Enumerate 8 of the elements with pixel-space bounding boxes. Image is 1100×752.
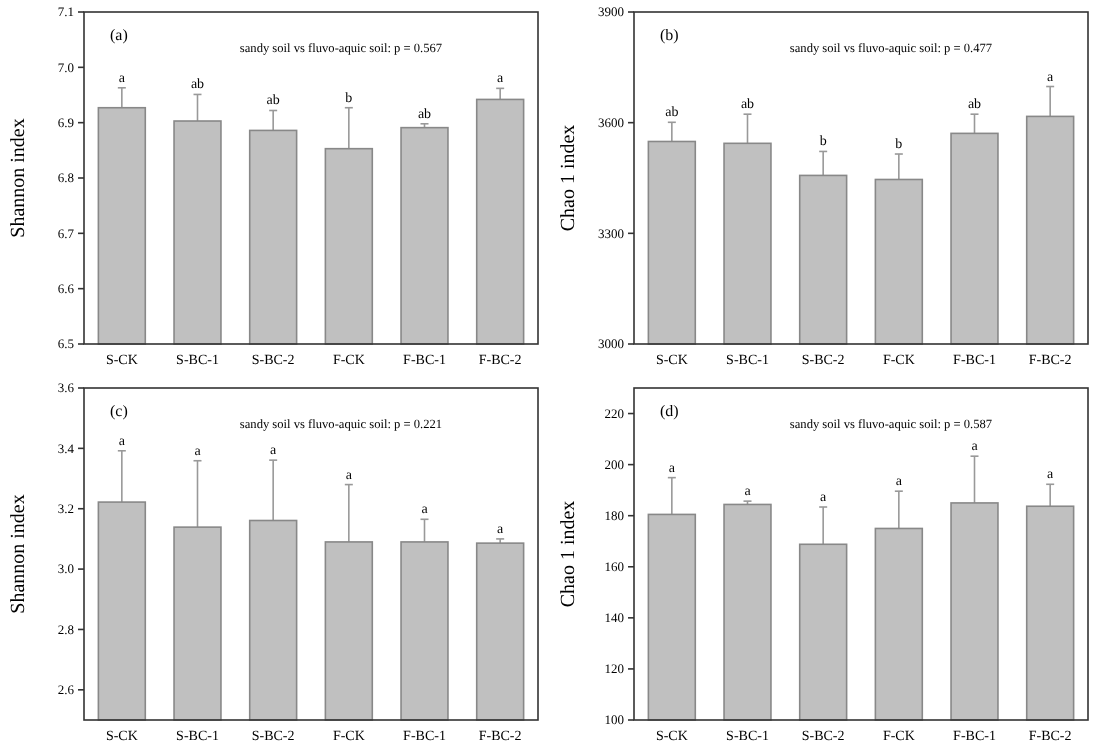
- text: (a): [110, 26, 129, 44]
- y-axis-title: Chao 1 index: [558, 124, 580, 232]
- text: (d): [660, 402, 680, 420]
- y-axis-title: Shannon index: [8, 494, 30, 614]
- text: (c): [110, 402, 129, 420]
- y-axis-title: Chao 1 index: [558, 500, 580, 608]
- y-axis-title: Shannon index: [8, 118, 30, 238]
- text: (b): [660, 26, 680, 44]
